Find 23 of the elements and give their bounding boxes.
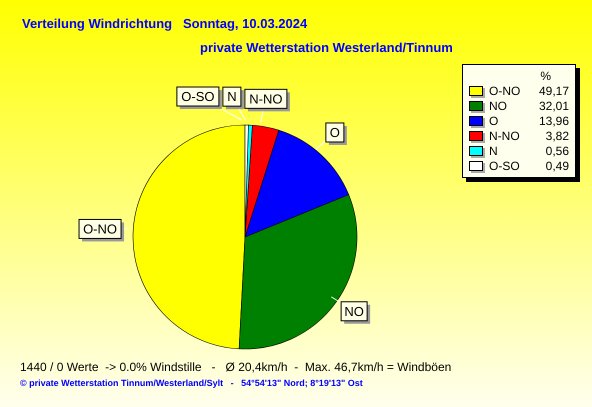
- text: © private Wetterstation Tinnum/Westerland/Sylt - 54°54'13" Nord; 8°19'13" Ost: [20, 378, 363, 388]
- legend-label: O-SO: [489, 158, 521, 172]
- data-label: 49,17: [538, 84, 569, 98]
- legend-label: NO: [489, 98, 508, 112]
- legend-label: O: [489, 114, 500, 128]
- chart-subtitle: private Wetterstation Westerland/Tinnum: [200, 40, 453, 55]
- data-label: 0,49: [546, 158, 569, 172]
- text: 1440 / 0 Werte -> 0.0% Windstille - Ø 20,4km/h - Max. 46,7km/h = Windböen: [20, 360, 452, 374]
- data-label: 13,96: [538, 114, 569, 128]
- slice-label: N: [227, 89, 237, 104]
- slice-label: O: [330, 124, 340, 140]
- data-label: 0,56: [546, 144, 569, 158]
- slice-label: NO: [344, 304, 364, 319]
- slice-label: O-SO: [181, 89, 214, 104]
- data-label: 3,82: [546, 128, 569, 142]
- legend-label: N: [489, 144, 499, 158]
- slice-label: O-NO: [83, 221, 118, 236]
- slice-label: N-NO: [249, 91, 282, 106]
- data-label: 32,01: [538, 98, 569, 112]
- legend-label: O-NO: [489, 84, 522, 98]
- legend-label: N-NO: [489, 128, 521, 142]
- chart-title: Verteilung Windrichtung Sonntag, 10.03.2024: [22, 16, 308, 31]
- legend-title: %: [539, 69, 552, 83]
